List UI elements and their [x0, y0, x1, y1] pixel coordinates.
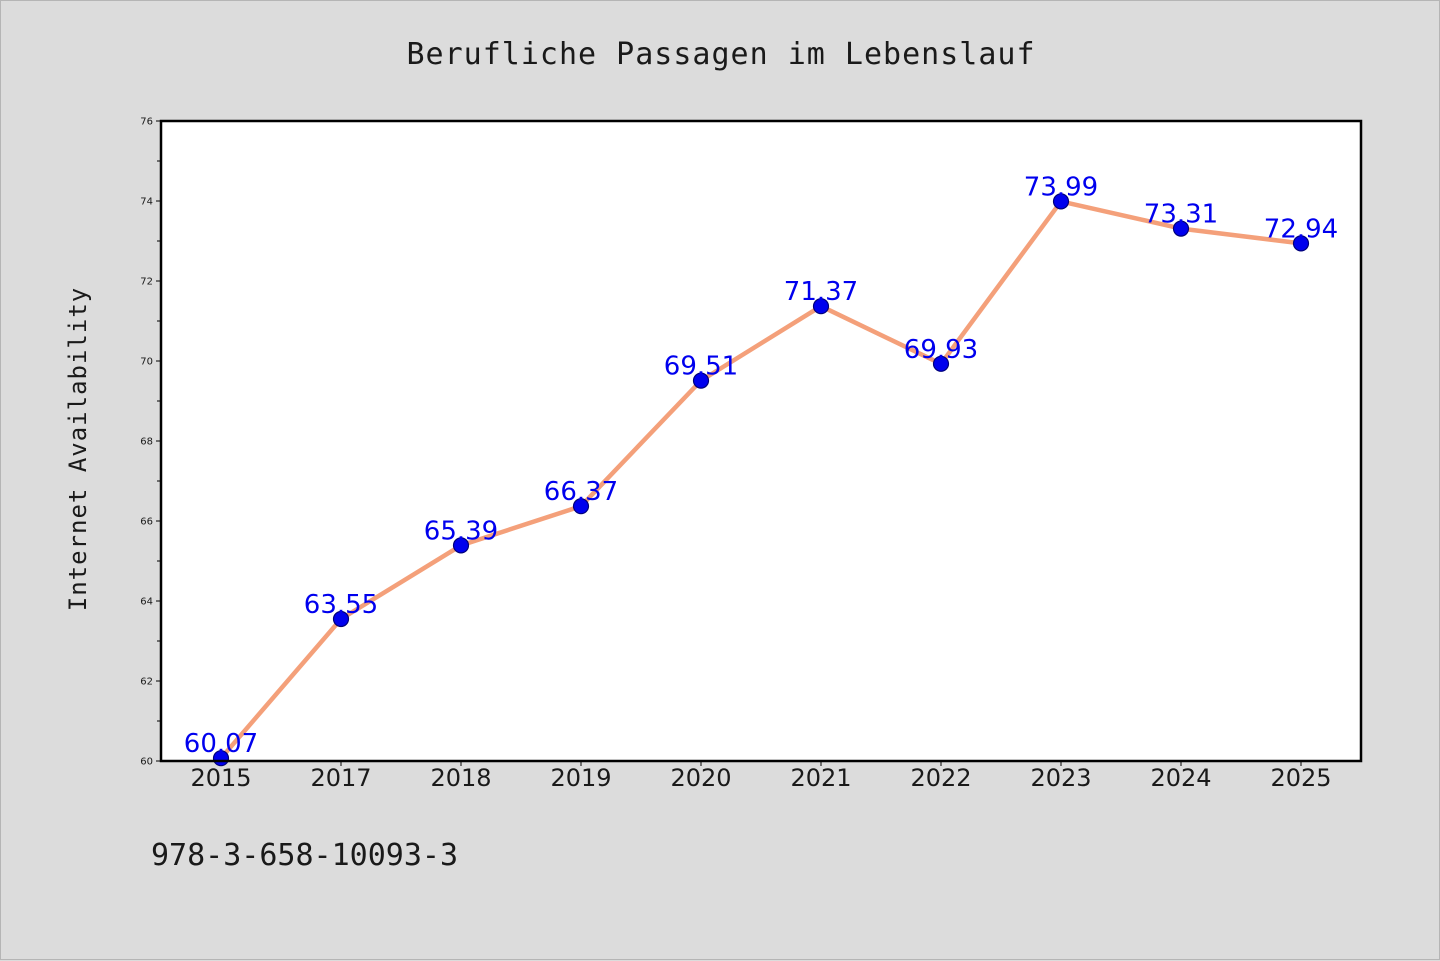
- plot-area: [161, 121, 1361, 761]
- x-tick-label: 2022: [910, 764, 971, 792]
- x-tick-label: 2025: [1270, 764, 1331, 792]
- y-tick-label: 66: [140, 517, 153, 528]
- y-axis: 60 62 64 66 68 70 72 74 76: [140, 117, 161, 768]
- data-label: 65.39: [424, 516, 498, 546]
- data-markers: [212, 193, 1310, 767]
- data-point: [1172, 220, 1190, 237]
- data-label: 72.94: [1264, 214, 1338, 244]
- y-tick-label: 74: [140, 197, 153, 208]
- data-label: 69.93: [904, 335, 978, 365]
- y-tick-label: 72: [140, 277, 153, 288]
- data-point: [1292, 235, 1310, 252]
- data-label: 60.07: [184, 729, 258, 759]
- x-tick-label: 2017: [310, 764, 371, 792]
- data-point: [812, 298, 830, 315]
- data-label: 66.37: [544, 477, 618, 507]
- y-tick-label: 68: [140, 437, 153, 448]
- data-point: [332, 610, 350, 628]
- data-label: 73.31: [1144, 200, 1218, 230]
- data-label: 63.55: [304, 590, 378, 620]
- x-tick-label: 2015: [190, 764, 251, 792]
- data-label: 73.99: [1024, 172, 1098, 202]
- data-point: [692, 372, 710, 389]
- isbn-text: 978-3-658-10093-3: [151, 838, 458, 873]
- x-tick-label: 2020: [670, 764, 731, 792]
- x-tick-label: 2018: [430, 764, 491, 792]
- y-tick-label: 62: [140, 677, 153, 688]
- y-tick-label: 70: [140, 357, 153, 368]
- y-tick-label: 60: [140, 757, 153, 768]
- x-tick-label: 2021: [790, 764, 851, 792]
- x-tick-label: 2024: [1150, 764, 1211, 792]
- data-labels: 60.07 63.55 65.39 66.37 69.51 71.37 69.93 73.99…: [184, 172, 1338, 759]
- y-axis-label: Internet Availability: [64, 287, 92, 611]
- data-label: 69.51: [664, 352, 738, 382]
- y-tick-label: 76: [140, 117, 153, 128]
- x-tick-label: 2019: [550, 764, 611, 792]
- x-axis: 2015 2017 2018 2019 2020 2021 2022 2023 2024 2025: [190, 761, 1332, 792]
- data-label: 71.37: [784, 277, 858, 307]
- data-point: [932, 355, 950, 372]
- series-line: [218, 199, 1304, 761]
- data-point: [572, 498, 590, 515]
- data-point: [1052, 193, 1070, 210]
- x-tick-label: 2023: [1030, 764, 1091, 792]
- chart-title: Berufliche Passagen im Lebenslauf: [406, 37, 1035, 72]
- y-tick-label: 64: [140, 597, 153, 608]
- plot-frame: [159, 119, 1363, 763]
- data-point: [452, 537, 470, 554]
